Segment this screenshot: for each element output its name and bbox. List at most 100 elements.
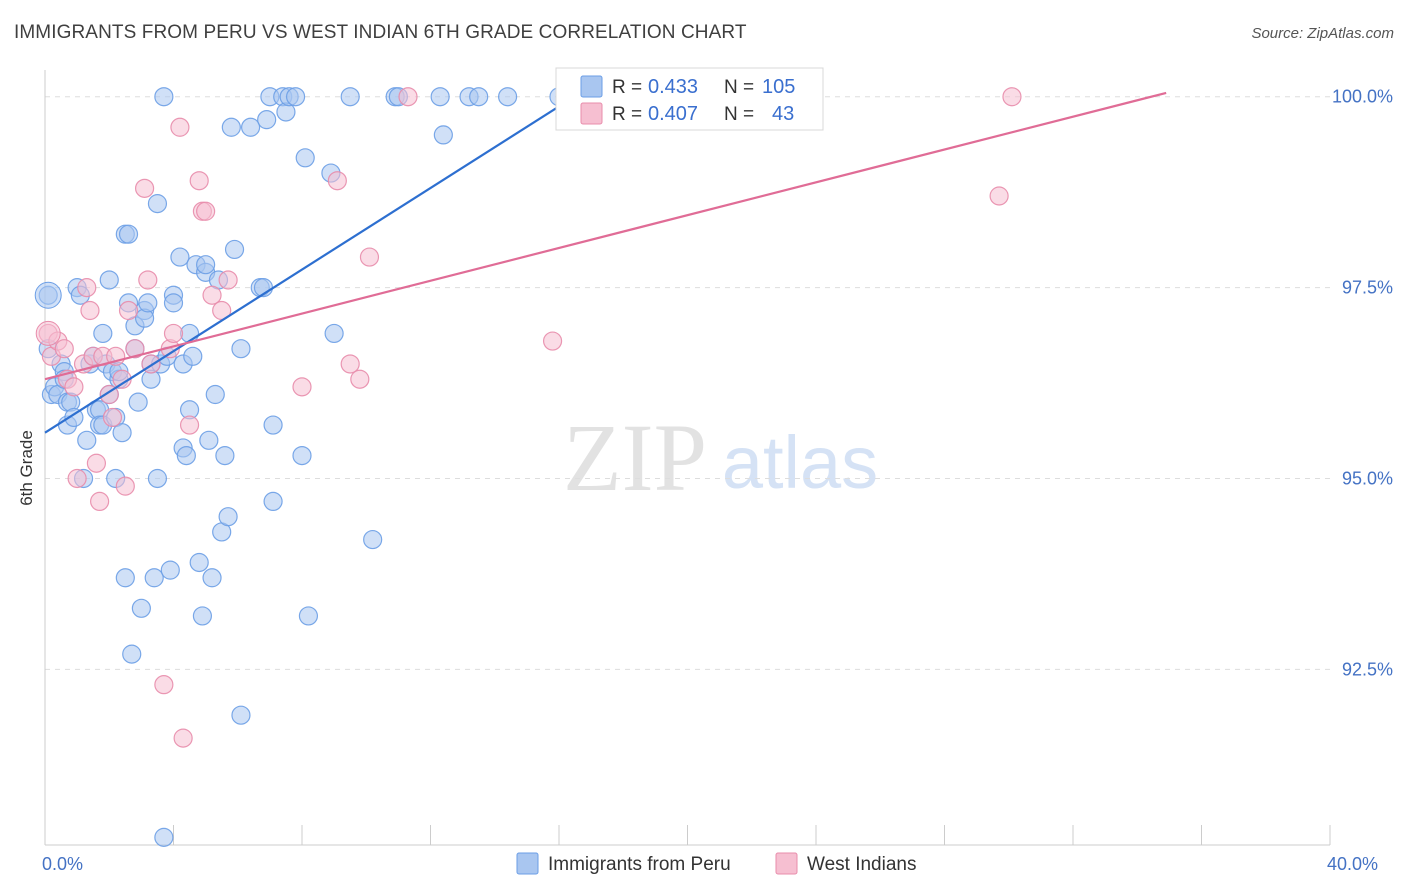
point-peru: [224, 239, 245, 260]
point-peru: [231, 339, 251, 359]
point-peru: [147, 194, 168, 214]
point-peru: [263, 415, 283, 435]
point-west-indians: [154, 675, 174, 695]
point-peru: [241, 117, 261, 137]
point-west-indians: [54, 339, 74, 359]
axes: [44, 70, 1331, 846]
point-peru: [176, 445, 196, 466]
point-peru: [324, 323, 344, 344]
data-points: [34, 87, 1022, 847]
watermark-zip: ZIP: [563, 404, 707, 511]
point-peru: [295, 148, 315, 168]
point-peru: [298, 606, 319, 626]
y-tick-label: 97.5%: [1342, 278, 1393, 298]
point-west-indians: [163, 323, 184, 344]
point-west-indians: [134, 178, 155, 198]
point-peru: [363, 529, 383, 550]
point-peru: [183, 346, 203, 366]
point-peru: [154, 87, 174, 107]
point-west-indians: [102, 407, 123, 428]
point-west-indians: [542, 331, 563, 351]
legend-n-label-peru: N =: [724, 77, 754, 98]
grid-lines: [45, 96, 1330, 670]
point-peru: [202, 568, 222, 588]
point-peru: [118, 224, 139, 244]
point-peru: [64, 407, 84, 428]
point-peru-large: [34, 281, 62, 309]
trend-lines: [44, 72, 1167, 434]
point-peru: [263, 491, 283, 512]
point-west-indians: [64, 377, 84, 397]
legend-swatch-peru: [580, 75, 603, 98]
point-peru: [122, 644, 142, 664]
legend-r-value-west-indians: 0.407: [648, 103, 698, 125]
legend-series-peru: Immigrants from Peru: [548, 854, 731, 875]
point-west-indians: [189, 171, 209, 191]
point-peru: [163, 293, 184, 313]
point-peru: [221, 117, 241, 137]
y-tick-label: 95.0%: [1342, 468, 1393, 488]
point-west-indians: [196, 201, 216, 221]
point-peru: [112, 423, 132, 443]
point-peru: [147, 468, 168, 489]
point-west-indians: [77, 278, 97, 298]
x-tick-label: 40.0%: [1327, 854, 1378, 874]
point-peru: [469, 87, 489, 107]
point-west-indians: [90, 491, 110, 512]
point-peru: [144, 568, 164, 588]
point-peru: [285, 87, 306, 107]
point-peru: [99, 270, 119, 290]
legend-r-label-west-indians: R =: [612, 104, 642, 125]
point-peru: [115, 568, 135, 588]
legend-r-value-peru: 0.433: [648, 76, 698, 98]
point-west-indians: [350, 369, 370, 389]
point-west-indians: [292, 377, 312, 397]
point-west-indians: [202, 285, 222, 305]
point-peru: [196, 255, 216, 275]
point-west-indians: [80, 300, 100, 321]
point-west-indians: [340, 354, 360, 374]
point-peru: [189, 552, 209, 573]
point-west-indians-large: [35, 320, 61, 346]
point-west-indians: [115, 476, 135, 496]
point-west-indians: [359, 247, 380, 267]
point-peru: [160, 560, 180, 580]
point-peru: [93, 323, 113, 344]
point-west-indians: [138, 270, 158, 290]
point-west-indians: [125, 339, 145, 359]
legend-series-west-indians: West Indians: [807, 854, 916, 875]
point-west-indians: [1002, 87, 1022, 107]
point-west-indians: [179, 415, 200, 435]
point-peru: [340, 87, 360, 107]
legend-n-value-peru: 105: [762, 76, 795, 98]
trend-line-peru: [44, 72, 611, 434]
y-tick-label: 100.0%: [1332, 87, 1393, 107]
watermark-atlas: atlas: [722, 421, 878, 504]
point-west-indians: [398, 87, 418, 107]
legend-n-label-west-indians: N =: [724, 104, 754, 125]
legend-bottom-swatch-peru: [516, 852, 539, 875]
point-west-indians: [170, 117, 190, 137]
legend-r-label-peru: R =: [612, 77, 642, 98]
point-peru: [215, 445, 235, 466]
point-peru: [138, 293, 158, 313]
point-west-indians: [173, 728, 193, 748]
point-peru: [154, 827, 174, 847]
source-label: Source: ZipAtlas.com: [1251, 25, 1394, 42]
point-peru: [231, 705, 251, 725]
x-tick-label: 0.0%: [42, 854, 83, 874]
legend-swatch-west-indians: [580, 102, 603, 125]
chart-title: IMMIGRANTS FROM PERU VS WEST INDIAN 6TH …: [14, 22, 747, 43]
legend-n-value-west-indians: 43: [772, 103, 794, 125]
point-peru: [218, 507, 238, 527]
y-tick-label: 92.5%: [1342, 659, 1393, 679]
point-peru: [430, 87, 450, 107]
point-peru: [498, 87, 518, 107]
point-peru: [292, 445, 312, 466]
point-west-indians: [118, 300, 139, 321]
watermark: ZIP atlas: [563, 404, 878, 511]
y-axis-label: 6th Grade: [17, 430, 36, 506]
point-peru: [170, 247, 190, 267]
legend-bottom-swatch-west-indians: [775, 852, 798, 875]
